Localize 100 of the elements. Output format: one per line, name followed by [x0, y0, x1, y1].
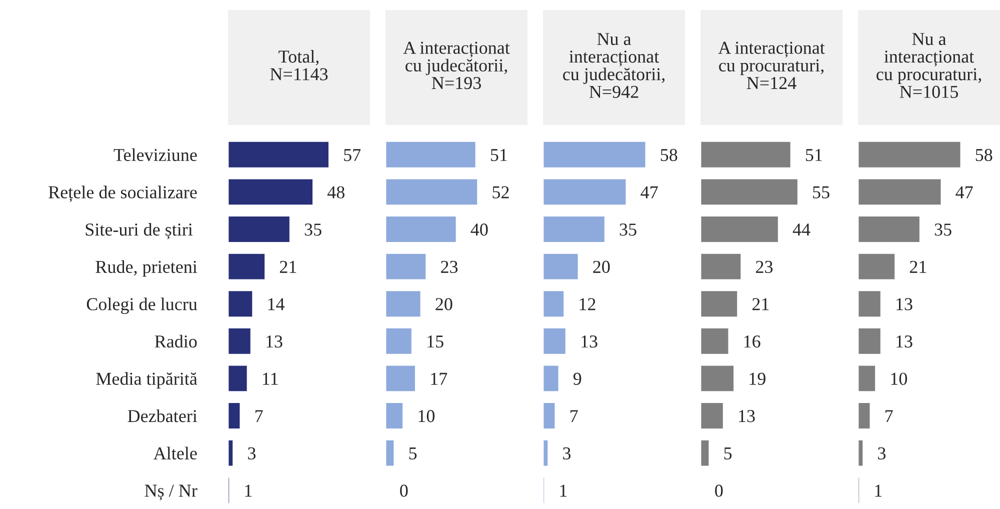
chart-title: Total, N=1143	[270, 50, 328, 80]
bar	[858, 327, 882, 356]
bar	[700, 290, 738, 318]
data-label: 13	[266, 335, 282, 348]
bar	[386, 438, 396, 468]
bar	[700, 140, 792, 169]
bar	[543, 178, 628, 206]
data-label: 0	[400, 484, 408, 497]
data-label: 58	[660, 148, 678, 162]
bar	[228, 364, 248, 393]
bar	[858, 252, 896, 281]
data-label: 20	[593, 260, 610, 273]
bar	[386, 402, 404, 430]
y-tick-label: Televiziune	[114, 148, 197, 162]
bar	[228, 215, 291, 244]
data-label: 35	[304, 224, 322, 236]
bar	[386, 215, 458, 244]
data-label: 0	[715, 484, 723, 497]
data-label: 17	[431, 372, 448, 385]
bar	[228, 140, 330, 169]
data-label: 35	[934, 224, 952, 236]
bar	[543, 290, 565, 318]
data-label: 13	[739, 410, 755, 422]
data-label: 21	[752, 298, 769, 310]
data-label: 7	[256, 410, 263, 422]
bar	[700, 364, 735, 393]
bar	[228, 438, 234, 468]
bar	[228, 290, 254, 318]
data-label: 5	[409, 447, 417, 460]
data-label: 23	[756, 260, 773, 273]
data-label: 7	[886, 410, 893, 422]
bar	[858, 364, 876, 393]
data-label: 57	[344, 149, 361, 162]
y-tick-label: Altele	[154, 446, 197, 460]
y-tick-label: Site-uri de știri	[86, 222, 193, 240]
data-label: 47	[956, 186, 973, 198]
data-label: 14	[268, 298, 285, 310]
data-label: 10	[891, 372, 908, 385]
bar	[700, 178, 799, 206]
bar	[700, 327, 730, 356]
bar	[543, 438, 550, 468]
bar	[543, 402, 556, 430]
bar	[700, 215, 780, 244]
data-label: 1	[245, 484, 252, 497]
bar	[228, 327, 252, 356]
data-label: 40	[470, 224, 488, 236]
data-label: 35	[620, 224, 636, 236]
bar	[543, 252, 580, 281]
bar	[386, 327, 413, 356]
bar	[858, 290, 882, 318]
data-label: 52	[492, 186, 509, 198]
data-label: 44	[792, 224, 810, 236]
bar	[543, 364, 560, 393]
bar	[700, 252, 742, 281]
bar	[858, 215, 921, 244]
data-label: 47	[640, 186, 658, 198]
y-tick-label: Radio	[154, 334, 197, 348]
data-label: 3	[563, 447, 571, 460]
bar	[700, 402, 724, 430]
bar	[228, 178, 314, 206]
data-label: 51	[490, 148, 507, 162]
data-label: 21	[910, 260, 926, 273]
data-label: 7	[570, 410, 578, 422]
bar	[543, 140, 647, 169]
data-label: 21	[280, 260, 296, 273]
bar	[858, 178, 942, 206]
data-label: 48	[327, 186, 344, 198]
bar	[858, 402, 872, 430]
data-label: 5	[724, 447, 732, 460]
data-label: 58	[976, 148, 992, 162]
bar	[386, 364, 416, 393]
data-label: 3	[878, 447, 886, 460]
bar	[700, 438, 710, 468]
y-tick-label: Media tipărită	[96, 372, 198, 389]
data-label: 51	[806, 148, 822, 162]
data-label: 13	[582, 335, 598, 348]
y-tick-label: Dezbateri	[128, 409, 198, 422]
chart-title: Nu a interacționat cu judecătorii, N=942	[563, 33, 664, 98]
data-label: 13	[896, 298, 912, 310]
y-tick-label: Rețele de socializare	[48, 186, 197, 202]
chart-title: A interacționat cu judecătorii, N=193	[403, 42, 510, 90]
bar	[858, 140, 962, 169]
data-label: 16	[744, 335, 760, 348]
data-label: 12	[580, 298, 596, 310]
data-label: 55	[813, 186, 830, 198]
data-label: 19	[750, 372, 766, 385]
bar	[386, 178, 478, 206]
data-label: 9	[573, 372, 582, 385]
data-label: 15	[428, 335, 444, 348]
chart-title: Nu a interacționat cu procuraturi, N=1015	[876, 33, 981, 98]
bar	[386, 290, 422, 318]
bar	[228, 252, 266, 281]
bar	[386, 252, 428, 281]
chart-title: A interacționat cu procuraturi, N=124	[718, 42, 825, 89]
data-label: 11	[263, 372, 278, 385]
data-label: 1	[560, 484, 567, 497]
data-label: 13	[896, 335, 912, 348]
data-label: 1	[875, 484, 882, 497]
data-label: 20	[436, 298, 452, 310]
data-label: 23	[441, 260, 458, 273]
